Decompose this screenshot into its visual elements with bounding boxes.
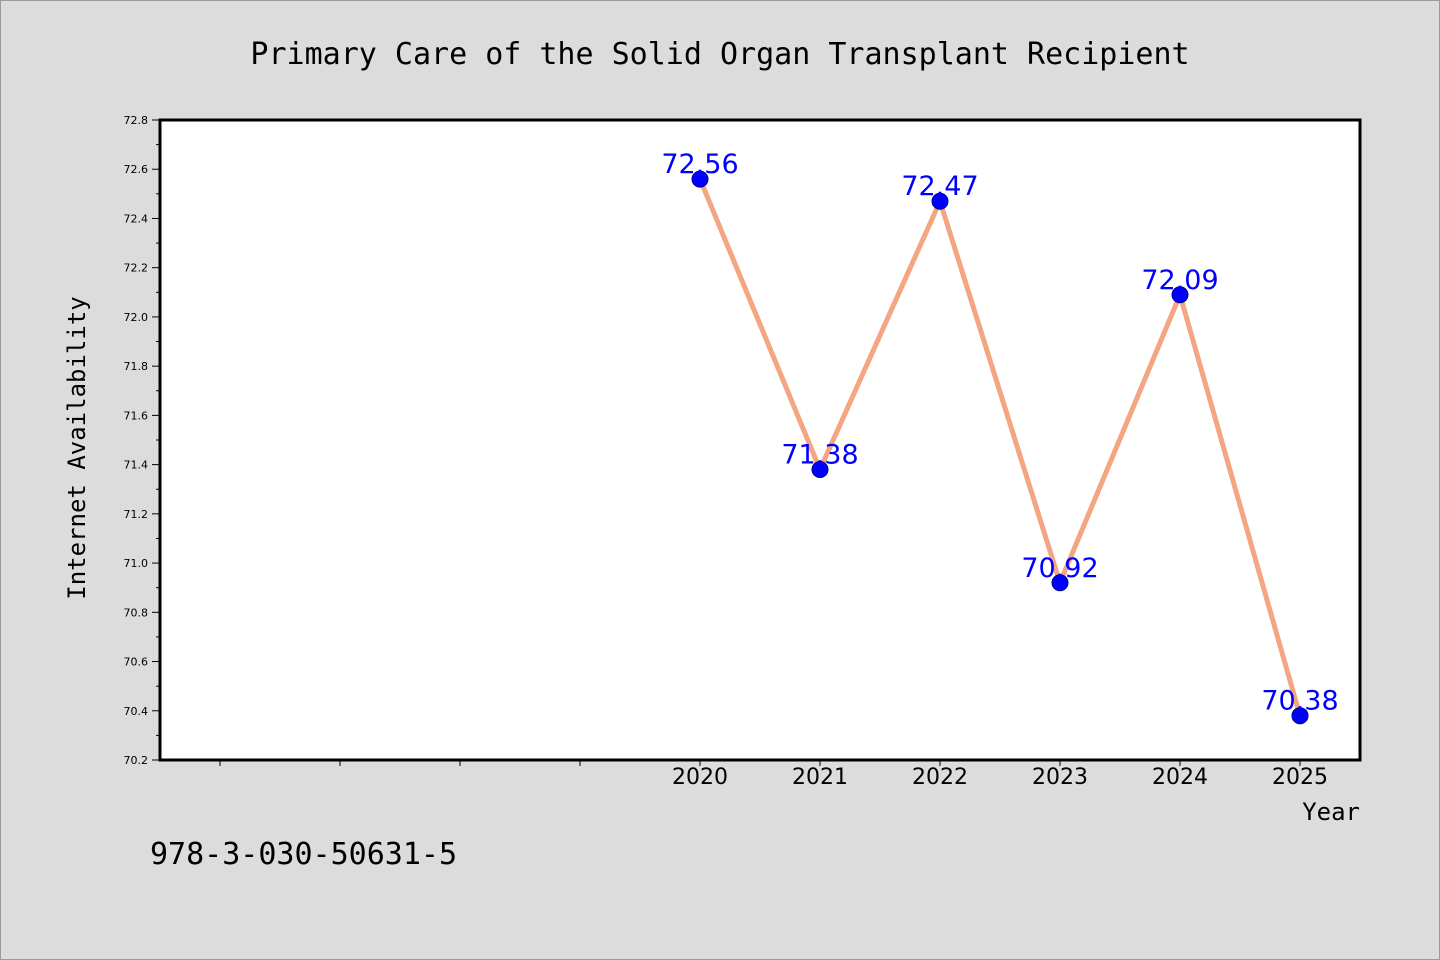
data-point	[1291, 707, 1309, 725]
data-label: 72.47	[901, 171, 978, 202]
y-tick-label: 70.6	[124, 656, 149, 669]
chart-title: Primary Care of the Solid Organ Transpla…	[250, 37, 1189, 72]
x-axis: 2020 2021 2022 2023 2024 2025	[219, 760, 1328, 790]
data-point	[811, 461, 829, 479]
plot-area	[158, 118, 1362, 762]
series-group: 72.56 71.38 72.47 70.92 72.09 70.38	[661, 149, 1339, 725]
y-tick-label: 70.8	[124, 606, 149, 619]
y-tick-label: 72.4	[124, 212, 149, 225]
y-tick-label: 72.6	[124, 163, 149, 176]
y-tick-label: 71.0	[124, 557, 149, 570]
x-tick-label: 2021	[792, 765, 848, 790]
x-tick-label: 2024	[1152, 765, 1208, 790]
x-tick-label: 2023	[1032, 765, 1088, 790]
data-point	[1051, 574, 1069, 592]
series-line	[697, 178, 1303, 717]
y-tick-label: 71.4	[124, 459, 149, 472]
y-tick-label: 72.8	[124, 114, 149, 127]
y-tick-label: 70.4	[124, 705, 149, 718]
data-point	[1171, 286, 1189, 304]
y-tick-label: 71.2	[124, 508, 149, 521]
data-label: 70.92	[1021, 553, 1098, 584]
data-label: 71.38	[781, 440, 858, 471]
y-tick-label: 71.6	[124, 409, 149, 422]
data-point	[931, 192, 949, 210]
x-tick-label: 2025	[1272, 765, 1328, 790]
y-tick-label: 72.2	[124, 262, 149, 275]
x-tick-label: 2022	[912, 765, 968, 790]
y-tick-label: 71.8	[124, 360, 149, 373]
data-label: 72.56	[661, 149, 738, 180]
x-axis-label: Year	[1302, 798, 1360, 826]
data-label: 70.38	[1261, 686, 1338, 717]
y-axis: 70.2 70.4 70.6 70.8 71.0 71.2 71.4 71.6 71.8 72.0…	[124, 114, 160, 767]
y-tick-label: 70.2	[124, 754, 149, 767]
y-tick-label: 72.0	[124, 311, 149, 324]
y-axis-label: Internet Availability	[63, 296, 91, 599]
data-label: 72.09	[1141, 265, 1218, 296]
x-tick-label: 2020	[672, 765, 728, 790]
footer-isbn: 978-3-030-50631-5	[150, 837, 457, 872]
data-point	[691, 170, 709, 188]
